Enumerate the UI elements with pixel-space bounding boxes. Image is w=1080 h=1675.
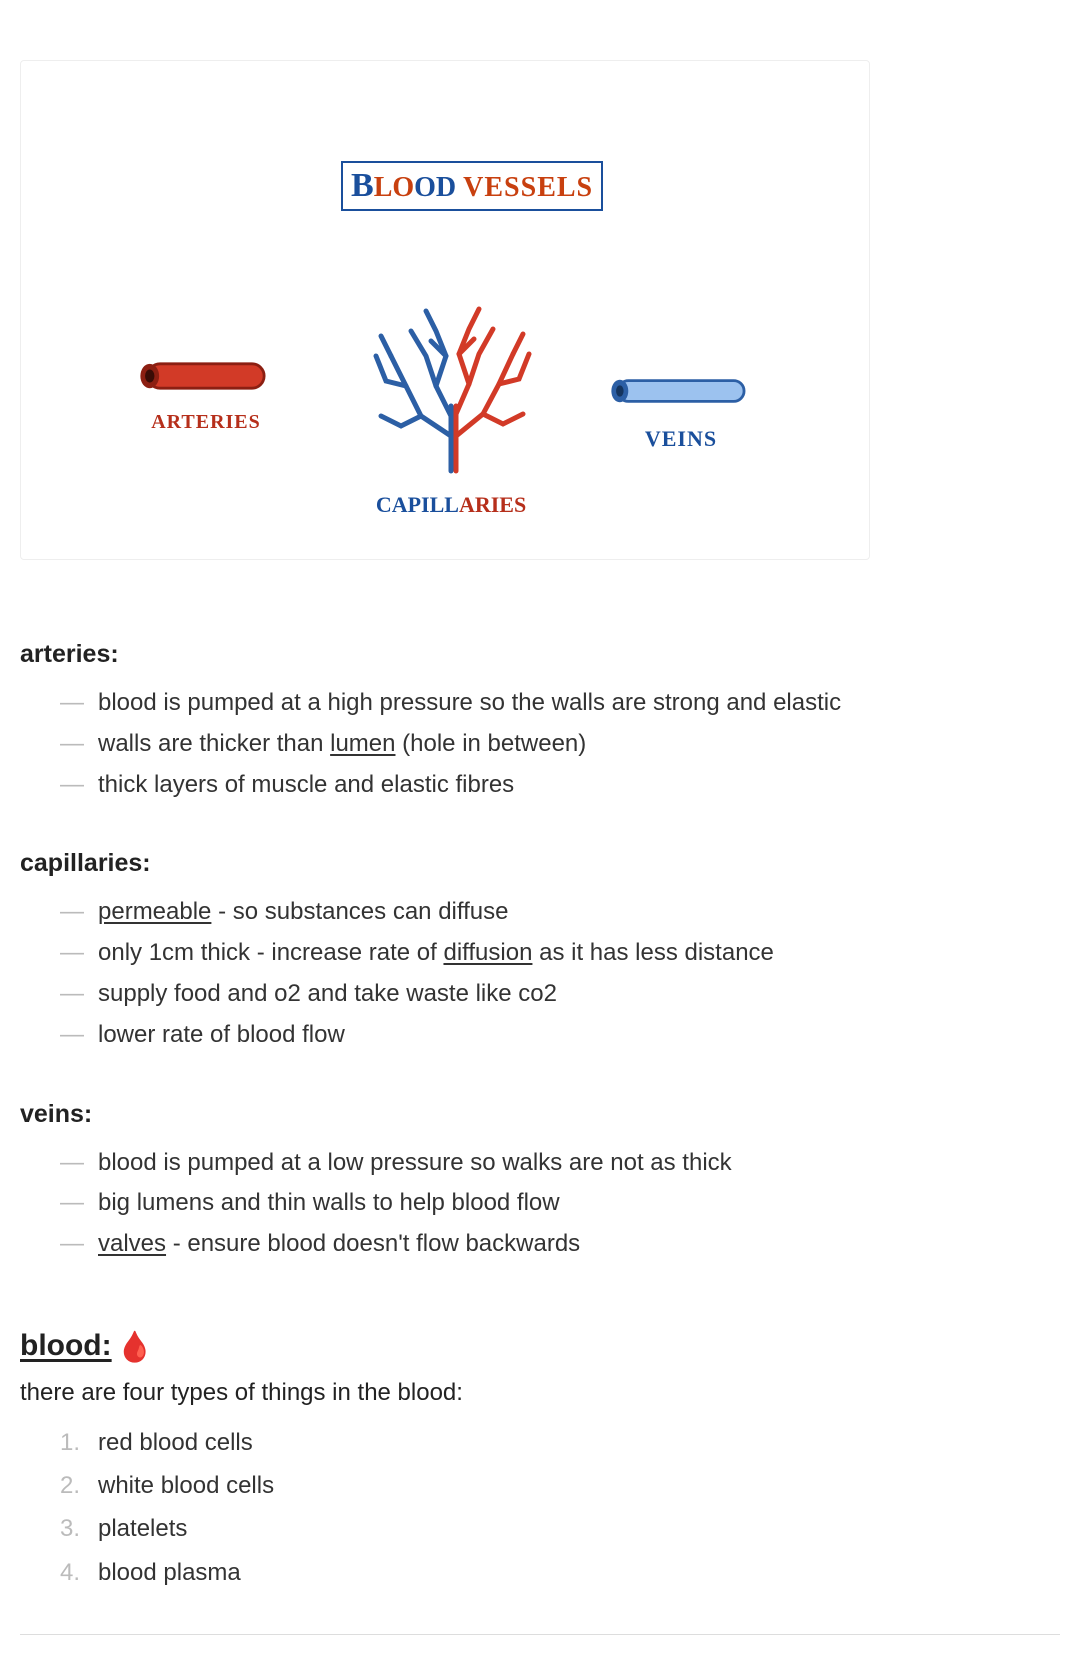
list-item: thick layers of muscle and elastic fibre… xyxy=(60,765,1060,806)
list-item: blood is pumped at a low pressure so wal… xyxy=(60,1143,1060,1184)
list-item: big lumens and thin walls to help blood … xyxy=(60,1183,1060,1224)
veins-heading: veins: xyxy=(20,1100,1060,1129)
capillaries-label: CAPILLARIES xyxy=(341,492,561,518)
blood-heading: blood: xyxy=(20,1329,112,1363)
veins-list: blood is pumped at a low pressure so wal… xyxy=(20,1143,1060,1265)
veins-label: VEINS xyxy=(601,426,761,452)
vein-icon xyxy=(601,366,761,416)
list-item: only 1cm thick - increase rate of diffus… xyxy=(60,933,1060,974)
figure-title-vessels: VESSELS xyxy=(463,172,593,203)
capillaries-icon xyxy=(351,286,551,486)
figure-title: BLOOD VESSELS xyxy=(341,161,603,211)
list-item: walls are thicker than lumen (hole in be… xyxy=(60,724,1060,765)
arteries-list: blood is pumped at a high pressure so th… xyxy=(20,683,1060,805)
arteries-block: ARTERIES xyxy=(131,351,281,434)
veins-block: VEINS xyxy=(601,366,761,452)
blood-intro: there are four types of things in the bl… xyxy=(20,1379,1060,1407)
list-item: red blood cells xyxy=(60,1421,1060,1464)
blood-list: red blood cells white blood cells platel… xyxy=(20,1421,1060,1594)
list-item: lower rate of blood flow xyxy=(60,1015,1060,1056)
list-item: platelets xyxy=(60,1507,1060,1550)
blood-vessels-figure: BLOOD VESSELS ARTERIES xyxy=(20,60,870,560)
list-item: blood is pumped at a high pressure so th… xyxy=(60,683,1060,724)
list-item: white blood cells xyxy=(60,1464,1060,1507)
figure-title-b: B xyxy=(351,167,374,204)
capillaries-heading: capillaries: xyxy=(20,849,1060,878)
artery-icon xyxy=(131,351,281,401)
divider xyxy=(20,1634,1060,1635)
figure-title-lo: LO xyxy=(374,172,414,203)
list-item: permeable - so substances can diffuse xyxy=(60,892,1060,933)
arteries-heading: arteries: xyxy=(20,640,1060,669)
capillaries-list: permeable - so substances can diffuse on… xyxy=(20,892,1060,1055)
capillaries-block: CAPILLARIES xyxy=(341,286,561,518)
list-item: supply food and o2 and take waste like c… xyxy=(60,974,1060,1015)
list-item: blood plasma xyxy=(60,1551,1060,1594)
figure-title-od: OD xyxy=(414,172,456,203)
blood-drop-icon: 🩸 xyxy=(116,1331,153,1364)
list-item: valves - ensure blood doesn't flow backw… xyxy=(60,1224,1060,1265)
blood-heading-row: blood: 🩸 xyxy=(20,1309,1060,1373)
arteries-label: ARTERIES xyxy=(131,411,281,434)
